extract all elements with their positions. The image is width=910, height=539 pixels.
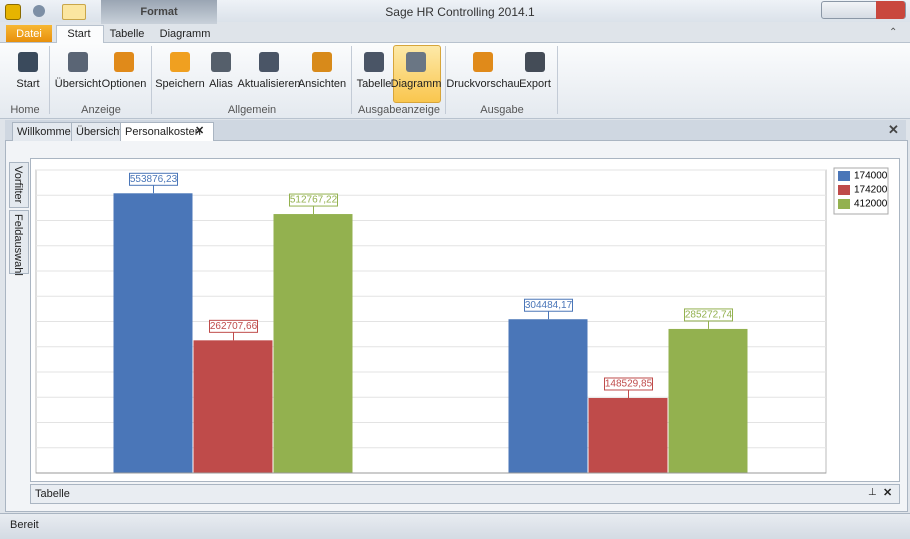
value-label: 285272,74: [685, 310, 733, 321]
ribbon-group-label: Ausgabeanzeige: [358, 104, 440, 116]
document-tab[interactable]: Übersicht: [76, 126, 123, 138]
value-label-box: [129, 172, 178, 186]
ribbon-button[interactable]: Aktualisieren: [237, 78, 301, 90]
value-label: 512767,22: [290, 195, 338, 206]
context-tab-label: Format: [140, 6, 178, 18]
ribbon-button[interactable]: Optionen: [101, 78, 147, 90]
close-button[interactable]: [876, 1, 905, 19]
ribbon-tab[interactable]: Start: [67, 28, 91, 40]
ribbon-group-separator: [445, 46, 446, 114]
ribbon-button[interactable]: Übersicht: [54, 78, 102, 90]
window-title: Sage HR Controlling 2014.1: [385, 5, 535, 19]
ribbon-group-label: Allgemein: [227, 104, 277, 116]
ribbon-group-separator: [351, 46, 352, 114]
ribbon-button-icon[interactable]: [259, 52, 279, 72]
tab-close[interactable]: ✕: [195, 125, 205, 137]
value-label: 148529,85: [605, 379, 653, 390]
value-label: 262707,66: [210, 321, 258, 332]
close-documents[interactable]: ✕: [888, 122, 899, 137]
bottom-panel-title: Tabelle: [35, 488, 70, 500]
side-tab-bg[interactable]: [9, 162, 29, 208]
ribbon-button-icon[interactable]: [312, 52, 332, 72]
document-tab-bg[interactable]: [120, 122, 214, 141]
legend-label: 412000: [854, 199, 888, 210]
ribbon-button-icon[interactable]: [525, 52, 545, 72]
value-label: 304484,17: [525, 300, 573, 311]
ribbon-button-icon[interactable]: [364, 52, 384, 72]
value-label-box: [524, 298, 573, 312]
value-label-box: [209, 319, 258, 333]
bar: [508, 319, 588, 473]
ribbon-button-icon[interactable]: [473, 52, 493, 72]
ribbon-group-label: Ausgabe: [480, 104, 524, 116]
legend-swatch: [838, 171, 850, 181]
side-tab-bg[interactable]: [9, 210, 29, 274]
app-icon[interactable]: [5, 4, 21, 20]
ribbon-button-icon[interactable]: [68, 52, 88, 72]
ribbon-group-label: Anzeige: [81, 104, 121, 116]
close-panel[interactable]: ✕: [883, 487, 893, 499]
value-label-box: [684, 308, 733, 322]
ribbon-tab[interactable]: Tabelle: [109, 28, 145, 40]
document-tab[interactable]: Willkommen: [17, 126, 77, 138]
ribbon-group-separator: [151, 46, 152, 114]
document-tab[interactable]: Personalkosten: [125, 126, 201, 138]
ribbon-tab[interactable]: Datei: [16, 28, 42, 40]
value-label-box: [289, 193, 338, 207]
status-text: Bereit: [10, 519, 39, 531]
quick-access-menu[interactable]: [62, 4, 86, 20]
ribbon-button-icon[interactable]: [406, 52, 426, 72]
quick-access-icon[interactable]: [33, 5, 45, 17]
ribbon-button[interactable]: Druckvorschau: [446, 78, 520, 90]
ribbon-tab[interactable]: Diagramm: [159, 28, 211, 40]
ribbon-button[interactable]: Tabelle: [356, 78, 392, 90]
side-tab[interactable]: Vorfilter: [12, 166, 24, 204]
ribbon-button[interactable]: Speichern: [155, 78, 205, 90]
ribbon-button[interactable]: Export: [519, 78, 551, 90]
ribbon-group-separator: [557, 46, 558, 114]
ribbon-collapse[interactable]: ⌃: [889, 27, 898, 38]
pin-button[interactable]: ⊥: [868, 487, 877, 498]
ribbon-tab-bg[interactable]: [6, 25, 52, 42]
value-label: 553876,23: [130, 174, 178, 185]
ribbon-button[interactable]: Diagramm: [390, 78, 442, 90]
status-bar: [0, 513, 910, 539]
ribbon-button-icon[interactable]: [114, 52, 134, 72]
ribbon-button[interactable]: Alias: [209, 78, 233, 90]
value-label-box: [604, 377, 653, 391]
bar: [668, 328, 748, 473]
legend-label: 174200: [854, 185, 888, 196]
ribbon-tab-bg[interactable]: [56, 25, 104, 43]
title-bar: [0, 0, 910, 22]
context-tab-header: [101, 0, 217, 24]
legend-swatch: [838, 199, 850, 209]
bottom-panel: [30, 484, 900, 504]
ribbon-button[interactable]: Start: [16, 78, 40, 90]
side-tab[interactable]: Feldauswahl: [12, 214, 24, 276]
ribbon-group-label: Home: [10, 104, 40, 116]
ribbon-button-icon[interactable]: [170, 52, 190, 72]
legend-swatch: [838, 185, 850, 195]
legend-label: 174000: [854, 171, 888, 182]
ribbon-button-icon[interactable]: [18, 52, 38, 72]
bar: [113, 193, 193, 473]
bar: [588, 397, 668, 473]
ribbon-button[interactable]: Ansichten: [297, 78, 347, 90]
bar: [273, 214, 353, 473]
bar: [193, 340, 273, 473]
ribbon-button-icon[interactable]: [211, 52, 231, 72]
document-tab-strip: [5, 120, 906, 140]
ribbon-group-separator: [49, 46, 50, 114]
